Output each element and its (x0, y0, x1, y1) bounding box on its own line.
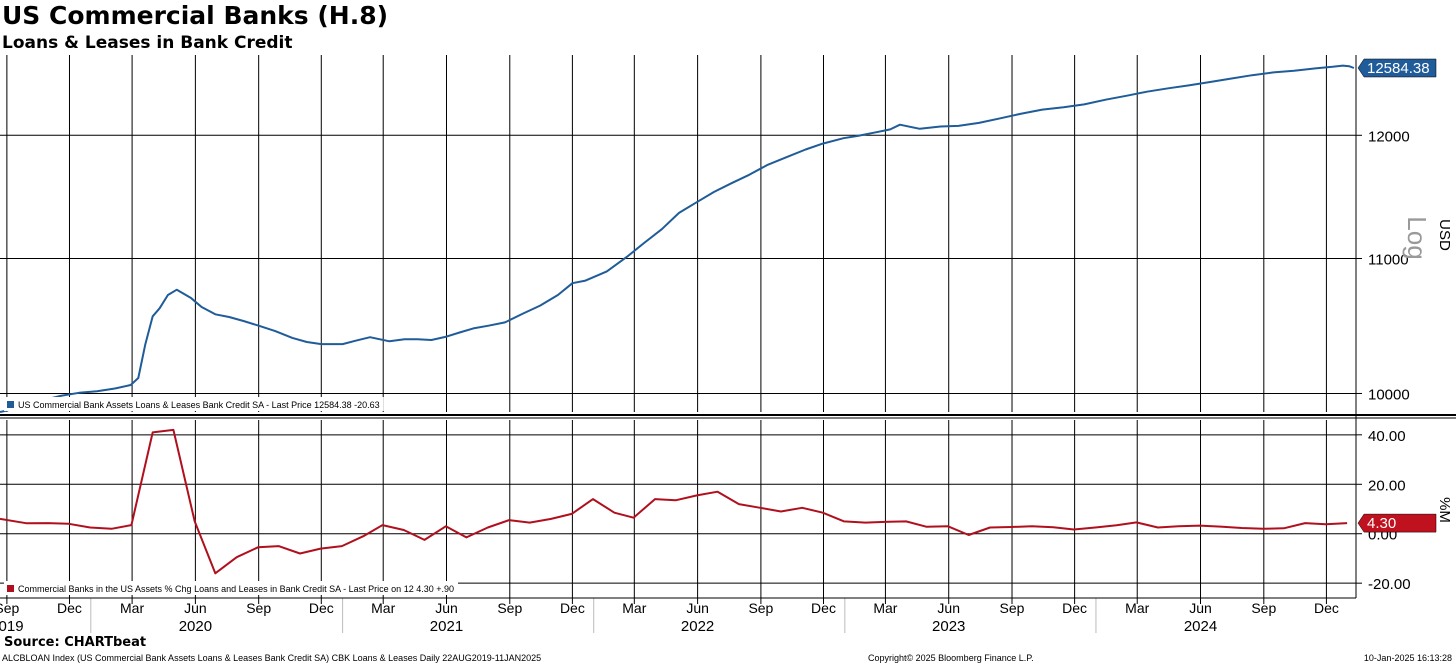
x-tick-label: Dec (1314, 600, 1339, 616)
y-tick-label-upper: 12000 (1368, 128, 1410, 145)
series-line-pct-change (0, 428, 1348, 575)
y-tick-label-lower: 40.00 (1368, 428, 1406, 445)
x-tick-label: Mar (1125, 600, 1149, 616)
timestamp: 10-Jan-2025 16:13:28 (1363, 653, 1452, 663)
chart-title: US Commercial Banks (H.8) (2, 1, 389, 30)
legend-lower-swatch (7, 585, 14, 592)
y-tick-label-lower: 20.00 (1368, 477, 1406, 494)
legend-lower: Commercial Banks in the US Assets % Chg … (4, 581, 458, 595)
x-year-label: 2024 (1184, 618, 1217, 635)
x-tick-label: Dec (1062, 600, 1087, 616)
legend-upper: US Commercial Bank Assets Loans & Leases… (4, 397, 384, 411)
chart-subtitle: Loans & Leases in Bank Credit (2, 33, 293, 53)
last-price-tag-lower-text: 4.30 (1367, 515, 1396, 532)
last-price-tag-upper: 12584.38 (1357, 58, 1437, 78)
last-price-tag-lower: 4.30 (1357, 513, 1437, 533)
legend-upper-bg (4, 397, 384, 411)
legend-upper-text: US Commercial Bank Assets Loans & Leases… (18, 400, 380, 410)
x-tick-label: Sep (1000, 600, 1025, 616)
axis-layer: Sep Dec Mar Jun Sep Dec Mar Jun Sep Dec Mar Jun Sep D… (0, 55, 1456, 635)
x-tick-label: Dec (560, 600, 585, 616)
x-tick-label: Jun (435, 600, 458, 616)
x-tick-label: Jun (686, 600, 709, 616)
y-axis-unit-lower: %M (1436, 497, 1453, 523)
x-tick-label: Sep (748, 600, 773, 616)
x-tick-label: Sep (1251, 600, 1276, 616)
x-year-label: 2020 (179, 618, 212, 635)
x-year-label: 2022 (681, 618, 714, 635)
last-price-tag-upper-bg (1357, 58, 1437, 78)
y-tick-label-lower: -20.00 (1368, 576, 1411, 593)
x-year-label: 2019 (0, 618, 24, 635)
y-tick-label-upper: 10000 (1368, 386, 1410, 403)
index-description: ALCBLOAN Index (US Commercial Bank Asset… (2, 653, 542, 663)
legend-upper-swatch (7, 401, 14, 408)
x-tick-label: Dec (309, 600, 334, 616)
x-tick-label: Sep (0, 600, 20, 616)
x-tick-label: Mar (873, 600, 897, 616)
copyright-note: Copyright© 2025 Bloomberg Finance L.P. (868, 653, 1034, 663)
y-tick-label-upper: 11000 (1368, 252, 1409, 269)
x-tick-label: Jun (1189, 600, 1212, 616)
log-scale-label: Log (1402, 216, 1432, 259)
series-line-loans-leases (0, 64, 1355, 413)
source-note: Source: CHARTbeat (4, 635, 147, 650)
y-axis-unit-upper: USD (1436, 219, 1453, 251)
x-tick-label: Mar (622, 600, 646, 616)
x-tick-label: Mar (120, 600, 144, 616)
x-tick-label: Mar (371, 600, 395, 616)
x-tick-label: Sep (246, 600, 271, 616)
x-tick-label: Dec (57, 600, 82, 616)
grid-layer (0, 55, 1356, 598)
x-year-label: 2023 (932, 618, 965, 635)
x-tick-label: Jun (937, 600, 960, 616)
last-price-tag-lower-bg (1357, 513, 1437, 533)
x-tick-label: Dec (811, 600, 836, 616)
x-year-label: 2021 (430, 618, 463, 635)
series-layer: US Commercial Bank Assets Loans & Leases… (0, 64, 1355, 595)
last-price-tag-upper-text: 12584.38 (1367, 60, 1430, 77)
x-tick-label: Sep (497, 600, 522, 616)
x-tick-label: Jun (184, 600, 207, 616)
legend-lower-text: Commercial Banks in the US Assets % Chg … (18, 584, 454, 594)
legend-lower-bg (4, 581, 458, 595)
